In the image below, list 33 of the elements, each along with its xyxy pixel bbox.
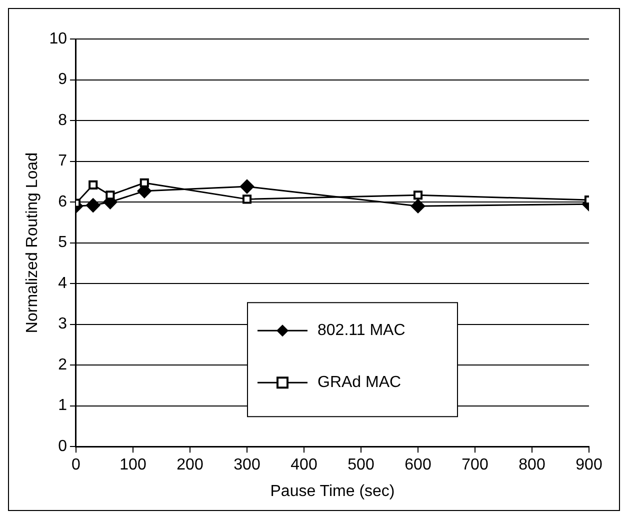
y-tick-label: 8 — [58, 112, 68, 129]
point — [106, 190, 115, 200]
y-axis-title: Normalized Routing Load — [24, 152, 42, 334]
y-tick-label: 9 — [58, 71, 68, 88]
x-axis-title: Pause Time (sec) — [270, 482, 395, 500]
y-tick-label: 1 — [58, 397, 68, 414]
legend-label: 802.11 MAC — [318, 322, 406, 340]
x-tick-label: 500 — [348, 456, 374, 474]
x-tick-label: 0 — [72, 456, 81, 474]
point — [240, 180, 254, 194]
x-tick-label: 700 — [462, 456, 488, 474]
x-tick-label: 800 — [518, 456, 546, 474]
x-tick-label: 200 — [176, 456, 204, 474]
point — [86, 198, 100, 212]
legend-label: GRAd MAC — [318, 374, 402, 392]
y-tick-label: 6 — [58, 193, 68, 210]
point — [242, 194, 252, 204]
y-tick-label: 3 — [58, 316, 68, 333]
x-tick-label: 900 — [576, 456, 602, 474]
y-tick-label: 10 — [49, 30, 68, 48]
x-tick-label: 300 — [234, 456, 260, 474]
x-tick-label: 600 — [404, 456, 432, 474]
x-tick-label: 100 — [120, 456, 146, 474]
point — [411, 199, 425, 214]
y-tick-label: 5 — [58, 234, 68, 252]
point — [88, 180, 98, 190]
y-tick-label: 0 — [58, 438, 68, 456]
y-tick-label: 4 — [58, 274, 68, 292]
x-tick-label: 400 — [290, 456, 318, 474]
y-tick-label: 7 — [58, 152, 68, 170]
point — [140, 178, 149, 188]
point — [413, 190, 423, 200]
y-tick-label: 2 — [58, 356, 68, 374]
